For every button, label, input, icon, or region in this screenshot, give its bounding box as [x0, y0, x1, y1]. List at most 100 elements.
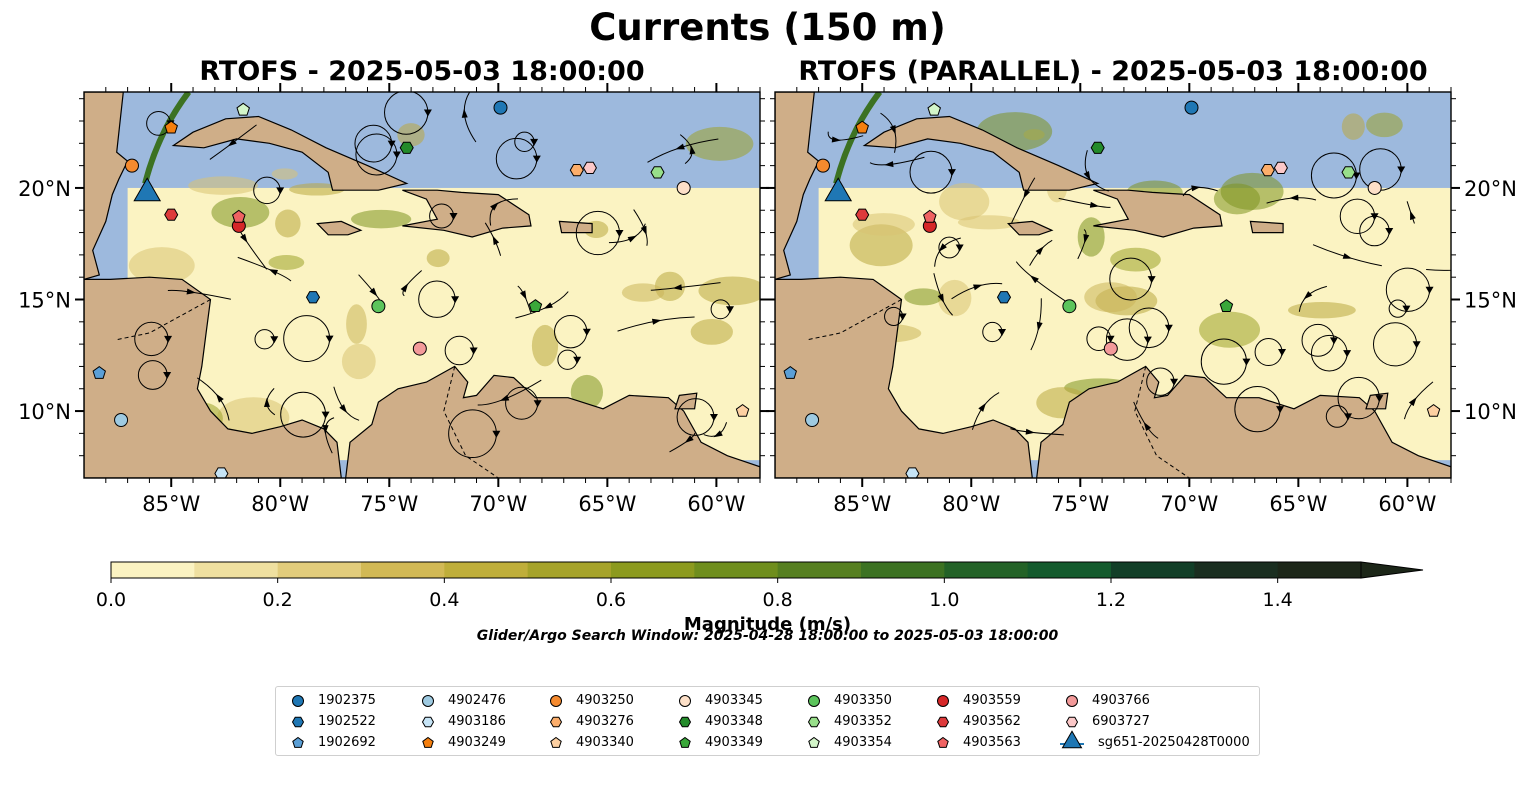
platform-marker-4903350[interactable]	[371, 299, 386, 314]
streamline-arrow	[684, 435, 694, 444]
platform-marker-4903249[interactable]	[855, 120, 869, 134]
legend-marker-hexagon-icon	[936, 716, 950, 727]
platform-marker-4903562[interactable]	[164, 208, 179, 221]
platform-marker-sg651-20250428T0000[interactable]	[133, 177, 162, 202]
panel-title-rtofs-parallel: RTOFS (PARALLEL) - 2025-05-03 18:00:00	[798, 56, 1428, 87]
platform-marker-1902375[interactable]	[1184, 100, 1199, 115]
legend-item[interactable]: sg651-20250428T0000	[1060, 729, 1250, 753]
streamline-arrow	[675, 143, 685, 150]
streamline-arrow	[672, 284, 682, 291]
platform-marker-4903276[interactable]	[569, 164, 584, 177]
border-line	[1134, 366, 1190, 478]
platform-marker-1902375[interactable]	[493, 100, 508, 115]
legend-item[interactable]: 4903354	[802, 732, 892, 753]
streamline-arrow	[1397, 166, 1406, 174]
platform-marker-4903348[interactable]	[1090, 141, 1105, 154]
streamline-arrow	[1143, 421, 1152, 432]
platform-marker-4903562[interactable]	[855, 208, 870, 221]
legend-item[interactable]: 4903563	[931, 732, 1021, 753]
streamline-arrow	[1170, 378, 1179, 386]
legend-item[interactable]: 4903350	[802, 690, 892, 711]
platform-marker-1902522[interactable]	[996, 291, 1012, 304]
platform-marker-4903186[interactable]	[905, 467, 920, 479]
platform-marker-4903766[interactable]	[412, 341, 427, 356]
platform-marker-4903249[interactable]	[164, 120, 178, 134]
legend-item[interactable]: 4902476	[416, 690, 506, 711]
platform-marker-4903349[interactable]	[528, 299, 543, 312]
platform-marker-4903766[interactable]	[1103, 341, 1118, 356]
legend-item[interactable]: 4903349	[673, 732, 763, 753]
streamline-arrow	[937, 293, 945, 304]
legend-marker-circle-icon	[679, 694, 691, 707]
platform-marker-4903250[interactable]	[124, 158, 139, 173]
legend-column: 4903766 6903727 sg651-20250428T0000	[1060, 690, 1250, 753]
legend-label: 4903562	[963, 714, 1021, 729]
legend-item[interactable]: 4903345	[673, 690, 763, 711]
platform-marker-4903354[interactable]	[927, 102, 941, 116]
legend-item[interactable]: 4903186	[416, 711, 506, 732]
platform-marker-1902522[interactable]	[305, 291, 321, 304]
platform-marker-4902476[interactable]	[805, 412, 820, 427]
legend-label: 4903345	[705, 693, 763, 708]
legend-label: 4903352	[834, 714, 892, 729]
legend-label: 4903340	[576, 735, 634, 750]
streamline-arrow	[1344, 413, 1353, 421]
legend-item[interactable]: 4903276	[544, 711, 634, 732]
streamline-arrow	[1329, 337, 1338, 345]
legend-item[interactable]: 1902522	[286, 711, 376, 732]
platform-marker-6903727[interactable]	[1273, 161, 1288, 174]
border-line	[443, 366, 499, 478]
platform-marker-1902692[interactable]	[92, 365, 106, 379]
platform-marker-4903276[interactable]	[1260, 164, 1275, 177]
legend-label: 1902692	[318, 735, 376, 750]
land-polygon	[1365, 392, 1389, 410]
platform-marker-4902476[interactable]	[114, 412, 129, 427]
streamline-arrow	[1089, 201, 1100, 208]
platform-marker-sg651-20250428T0000[interactable]	[824, 177, 853, 202]
platform-marker-1902692[interactable]	[783, 365, 797, 379]
legend-item[interactable]: 4903559	[931, 690, 1021, 711]
panel-title-rtofs: RTOFS - 2025-05-03 18:00:00	[199, 56, 645, 87]
legend-item[interactable]: 4903250	[544, 690, 634, 711]
colorbar-label: Magnitude (m/s)	[683, 614, 852, 635]
streamline-arrow	[451, 296, 460, 304]
legend-item[interactable]: 4903766	[1060, 690, 1250, 711]
legend-item[interactable]: 1902375	[286, 690, 376, 711]
streamline-arrow	[392, 151, 401, 159]
platform-marker-4903340[interactable]	[735, 403, 750, 417]
colorbar-tick-label: 0.0	[96, 589, 126, 611]
colorbar-segment	[1277, 562, 1362, 578]
legend-item[interactable]: 6903727	[1060, 711, 1250, 732]
platform-marker-4903186[interactable]	[214, 467, 229, 479]
platform-marker-4903350[interactable]	[1062, 299, 1077, 314]
legend-marker-circle-icon	[422, 694, 434, 707]
legend-label: 1902375	[318, 693, 376, 708]
legend-item[interactable]: 4903249	[416, 732, 506, 753]
platform-marker-4903345[interactable]	[676, 180, 691, 195]
streamline-arrow	[186, 288, 196, 295]
streamline-arrow	[1402, 305, 1411, 313]
platform-marker-4903352[interactable]	[1341, 166, 1356, 179]
platform-marker-4903563[interactable]	[923, 209, 937, 223]
streamline-arrow	[163, 372, 172, 380]
land-polygon	[1093, 189, 1223, 238]
platform-marker-4903348[interactable]	[399, 141, 414, 154]
streamline-arrow	[369, 287, 378, 297]
platform-marker-6903727[interactable]	[582, 161, 597, 174]
platform-marker-4903352[interactable]	[650, 166, 665, 179]
platform-marker-4903563[interactable]	[232, 209, 246, 223]
legend-item[interactable]: 4903352	[802, 711, 892, 732]
legend-item[interactable]: 4903562	[931, 711, 1021, 732]
legend-item[interactable]: 4903348	[673, 711, 763, 732]
platform-marker-4903340[interactable]	[1426, 403, 1441, 417]
platform-marker-4903250[interactable]	[815, 158, 830, 173]
platform-marker-4903349[interactable]	[1219, 299, 1234, 312]
legend-item[interactable]: 1902692	[286, 732, 376, 753]
lon-tick-label: 75°W	[1051, 492, 1109, 516]
streamline-arrow	[1278, 349, 1287, 357]
legend-column: 4903250 4903276 4903340	[544, 690, 634, 753]
platform-marker-4903345[interactable]	[1367, 180, 1382, 195]
platform-marker-4903354[interactable]	[236, 102, 250, 116]
legend-item[interactable]: 4903340	[544, 732, 634, 753]
streamline-arrow	[640, 225, 647, 236]
